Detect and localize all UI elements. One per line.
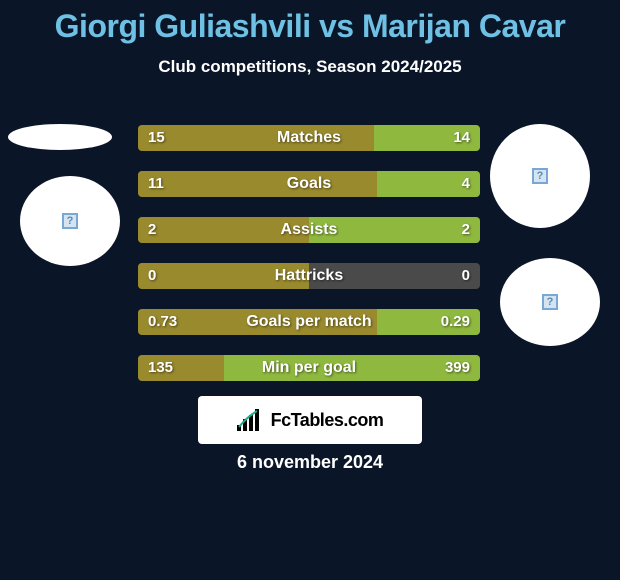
player-right-badge-1 <box>490 124 590 228</box>
stat-row: 11 Goals 4 <box>138 171 480 197</box>
stat-label: Assists <box>138 217 480 243</box>
brand-box[interactable]: FcTables.com <box>198 396 422 444</box>
stat-row: 135 Min per goal 399 <box>138 355 480 381</box>
stat-label: Min per goal <box>138 355 480 381</box>
stat-row: 2 Assists 2 <box>138 217 480 243</box>
stat-label: Matches <box>138 125 480 151</box>
stat-label: Goals per match <box>138 309 480 335</box>
page-title: Giorgi Guliashvili vs Marijan Cavar <box>0 0 620 45</box>
stat-right-value: 399 <box>445 355 470 381</box>
decor-ellipse <box>8 124 112 150</box>
player-left-badge <box>20 176 120 266</box>
stat-right-value: 0 <box>462 263 470 289</box>
brand-logo-icon <box>237 409 265 431</box>
stats-area: 15 Matches 14 11 Goals 4 2 Assists 2 0 H… <box>138 125 480 401</box>
date-label: 6 november 2024 <box>0 452 620 473</box>
stat-right-value: 14 <box>453 125 470 151</box>
brand-text: FcTables.com <box>271 410 384 431</box>
stat-row: 0.73 Goals per match 0.29 <box>138 309 480 335</box>
stat-row: 0 Hattricks 0 <box>138 263 480 289</box>
stat-label: Goals <box>138 171 480 197</box>
stat-right-value: 4 <box>462 171 470 197</box>
placeholder-icon <box>532 168 548 184</box>
stat-right-value: 2 <box>462 217 470 243</box>
player-right-badge-2 <box>500 258 600 346</box>
placeholder-icon <box>62 213 78 229</box>
subtitle: Club competitions, Season 2024/2025 <box>0 57 620 77</box>
stat-label: Hattricks <box>138 263 480 289</box>
stat-right-value: 0.29 <box>441 309 470 335</box>
placeholder-icon <box>542 294 558 310</box>
stat-row: 15 Matches 14 <box>138 125 480 151</box>
